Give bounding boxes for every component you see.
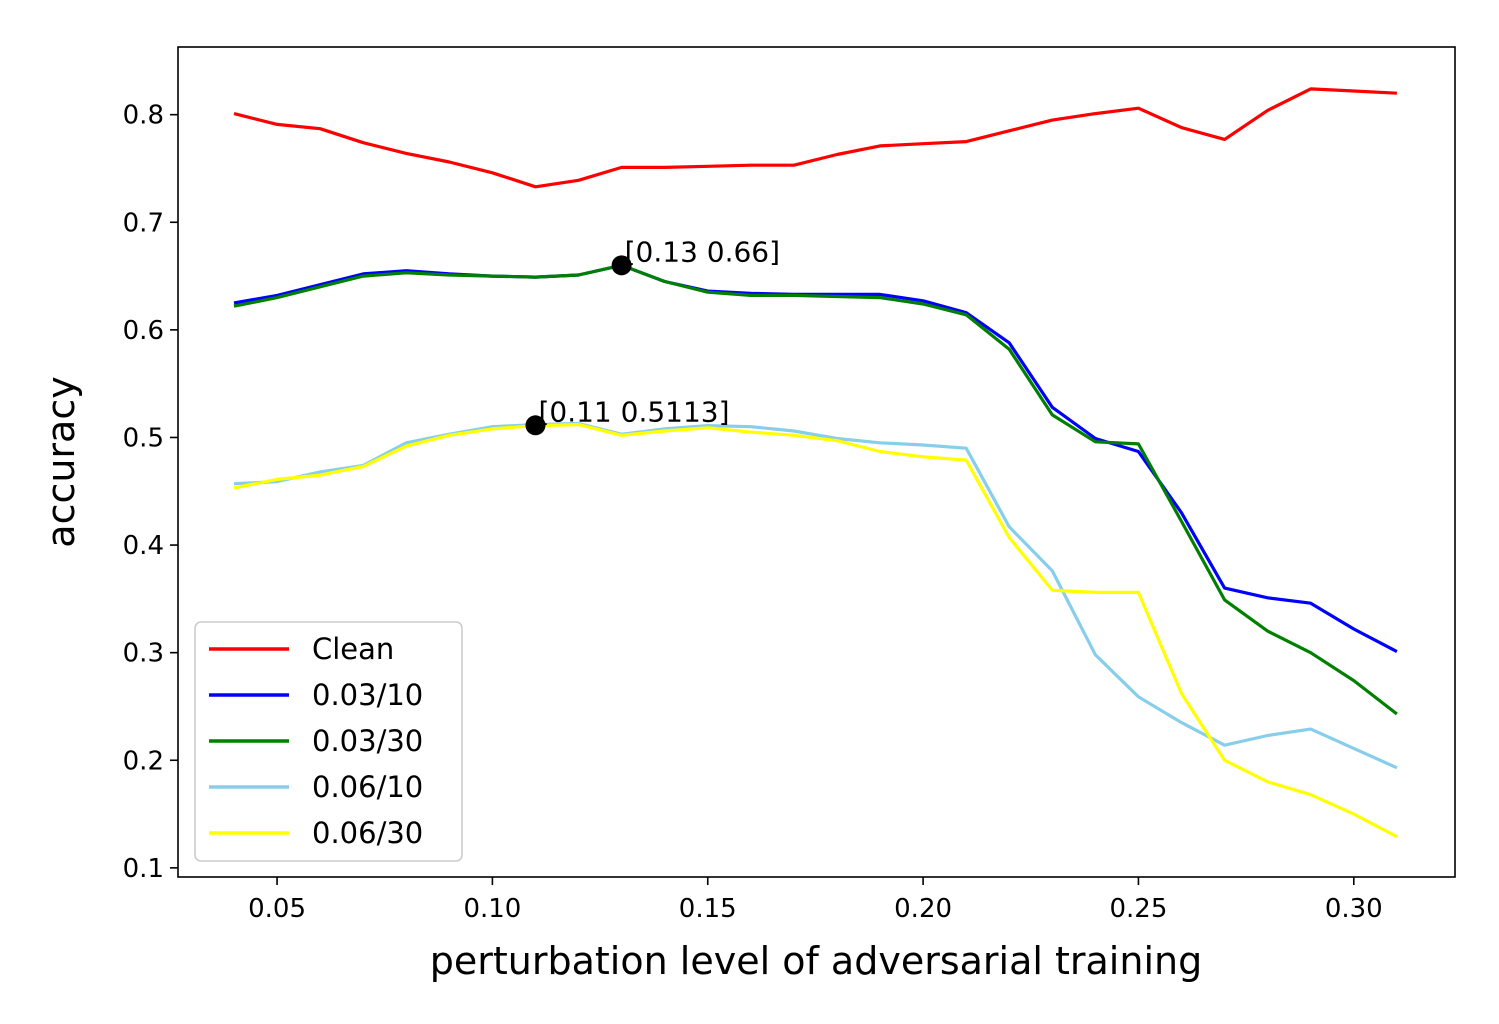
y-tick-label-4: 0.5 xyxy=(123,423,164,453)
y-axis-ticks: 0.1 0.2 0.3 0.4 0.5 0.6 0.7 0.8 xyxy=(123,101,178,884)
x-tick-label-2: 0.15 xyxy=(679,894,737,924)
legend-label-1: 0.03/10 xyxy=(312,678,423,712)
y-tick-label-3: 0.4 xyxy=(123,531,164,561)
annotation-marker-0 xyxy=(611,255,632,276)
x-axis-label: perturbation level of adversarial traini… xyxy=(430,939,1202,983)
annotation-labels: [0.13 0.66] [0.11 0.5113] xyxy=(538,235,780,428)
legend-box xyxy=(194,621,463,862)
annotation-marker-1 xyxy=(525,415,546,436)
y-tick-label-7: 0.8 xyxy=(123,101,164,131)
annotation-label-1: [0.11 0.5113] xyxy=(538,395,729,428)
legend-label-3: 0.06/10 xyxy=(312,770,423,804)
series-layer xyxy=(233,87,1398,839)
y-tick-label-5: 0.6 xyxy=(123,316,164,346)
x-tick-label-0: 0.05 xyxy=(248,894,306,924)
series-line-3 xyxy=(233,421,1398,770)
y-axis-label: accuracy xyxy=(39,376,83,547)
series-line-2 xyxy=(233,263,1398,716)
series-line-4 xyxy=(233,423,1398,839)
y-tick-label-2: 0.3 xyxy=(123,639,164,669)
legend-items: Clean 0.03/10 0.03/30 0.06/10 0.06/30 xyxy=(209,632,423,850)
x-tick-label-3: 0.20 xyxy=(894,894,952,924)
series-line-0 xyxy=(233,87,1397,189)
legend: Clean 0.03/10 0.03/30 0.06/10 0.06/30 xyxy=(194,621,463,862)
y-tick-label-1: 0.2 xyxy=(123,746,164,776)
x-axis-ticks: 0.05 0.10 0.15 0.20 0.25 0.30 xyxy=(248,877,1383,924)
y-tick-label-0: 0.1 xyxy=(123,854,164,884)
legend-label-4: 0.06/30 xyxy=(312,816,423,850)
annotation-label-0: [0.13 0.66] xyxy=(625,235,780,268)
x-tick-label-1: 0.10 xyxy=(463,894,521,924)
legend-label-0: Clean xyxy=(312,632,394,666)
x-tick-label-4: 0.25 xyxy=(1109,894,1167,924)
legend-label-2: 0.03/30 xyxy=(312,724,423,758)
plot-frame xyxy=(177,46,1456,878)
y-tick-label-6: 0.7 xyxy=(123,208,164,238)
x-tick-label-5: 0.30 xyxy=(1325,894,1383,924)
annotation-markers xyxy=(525,255,632,436)
